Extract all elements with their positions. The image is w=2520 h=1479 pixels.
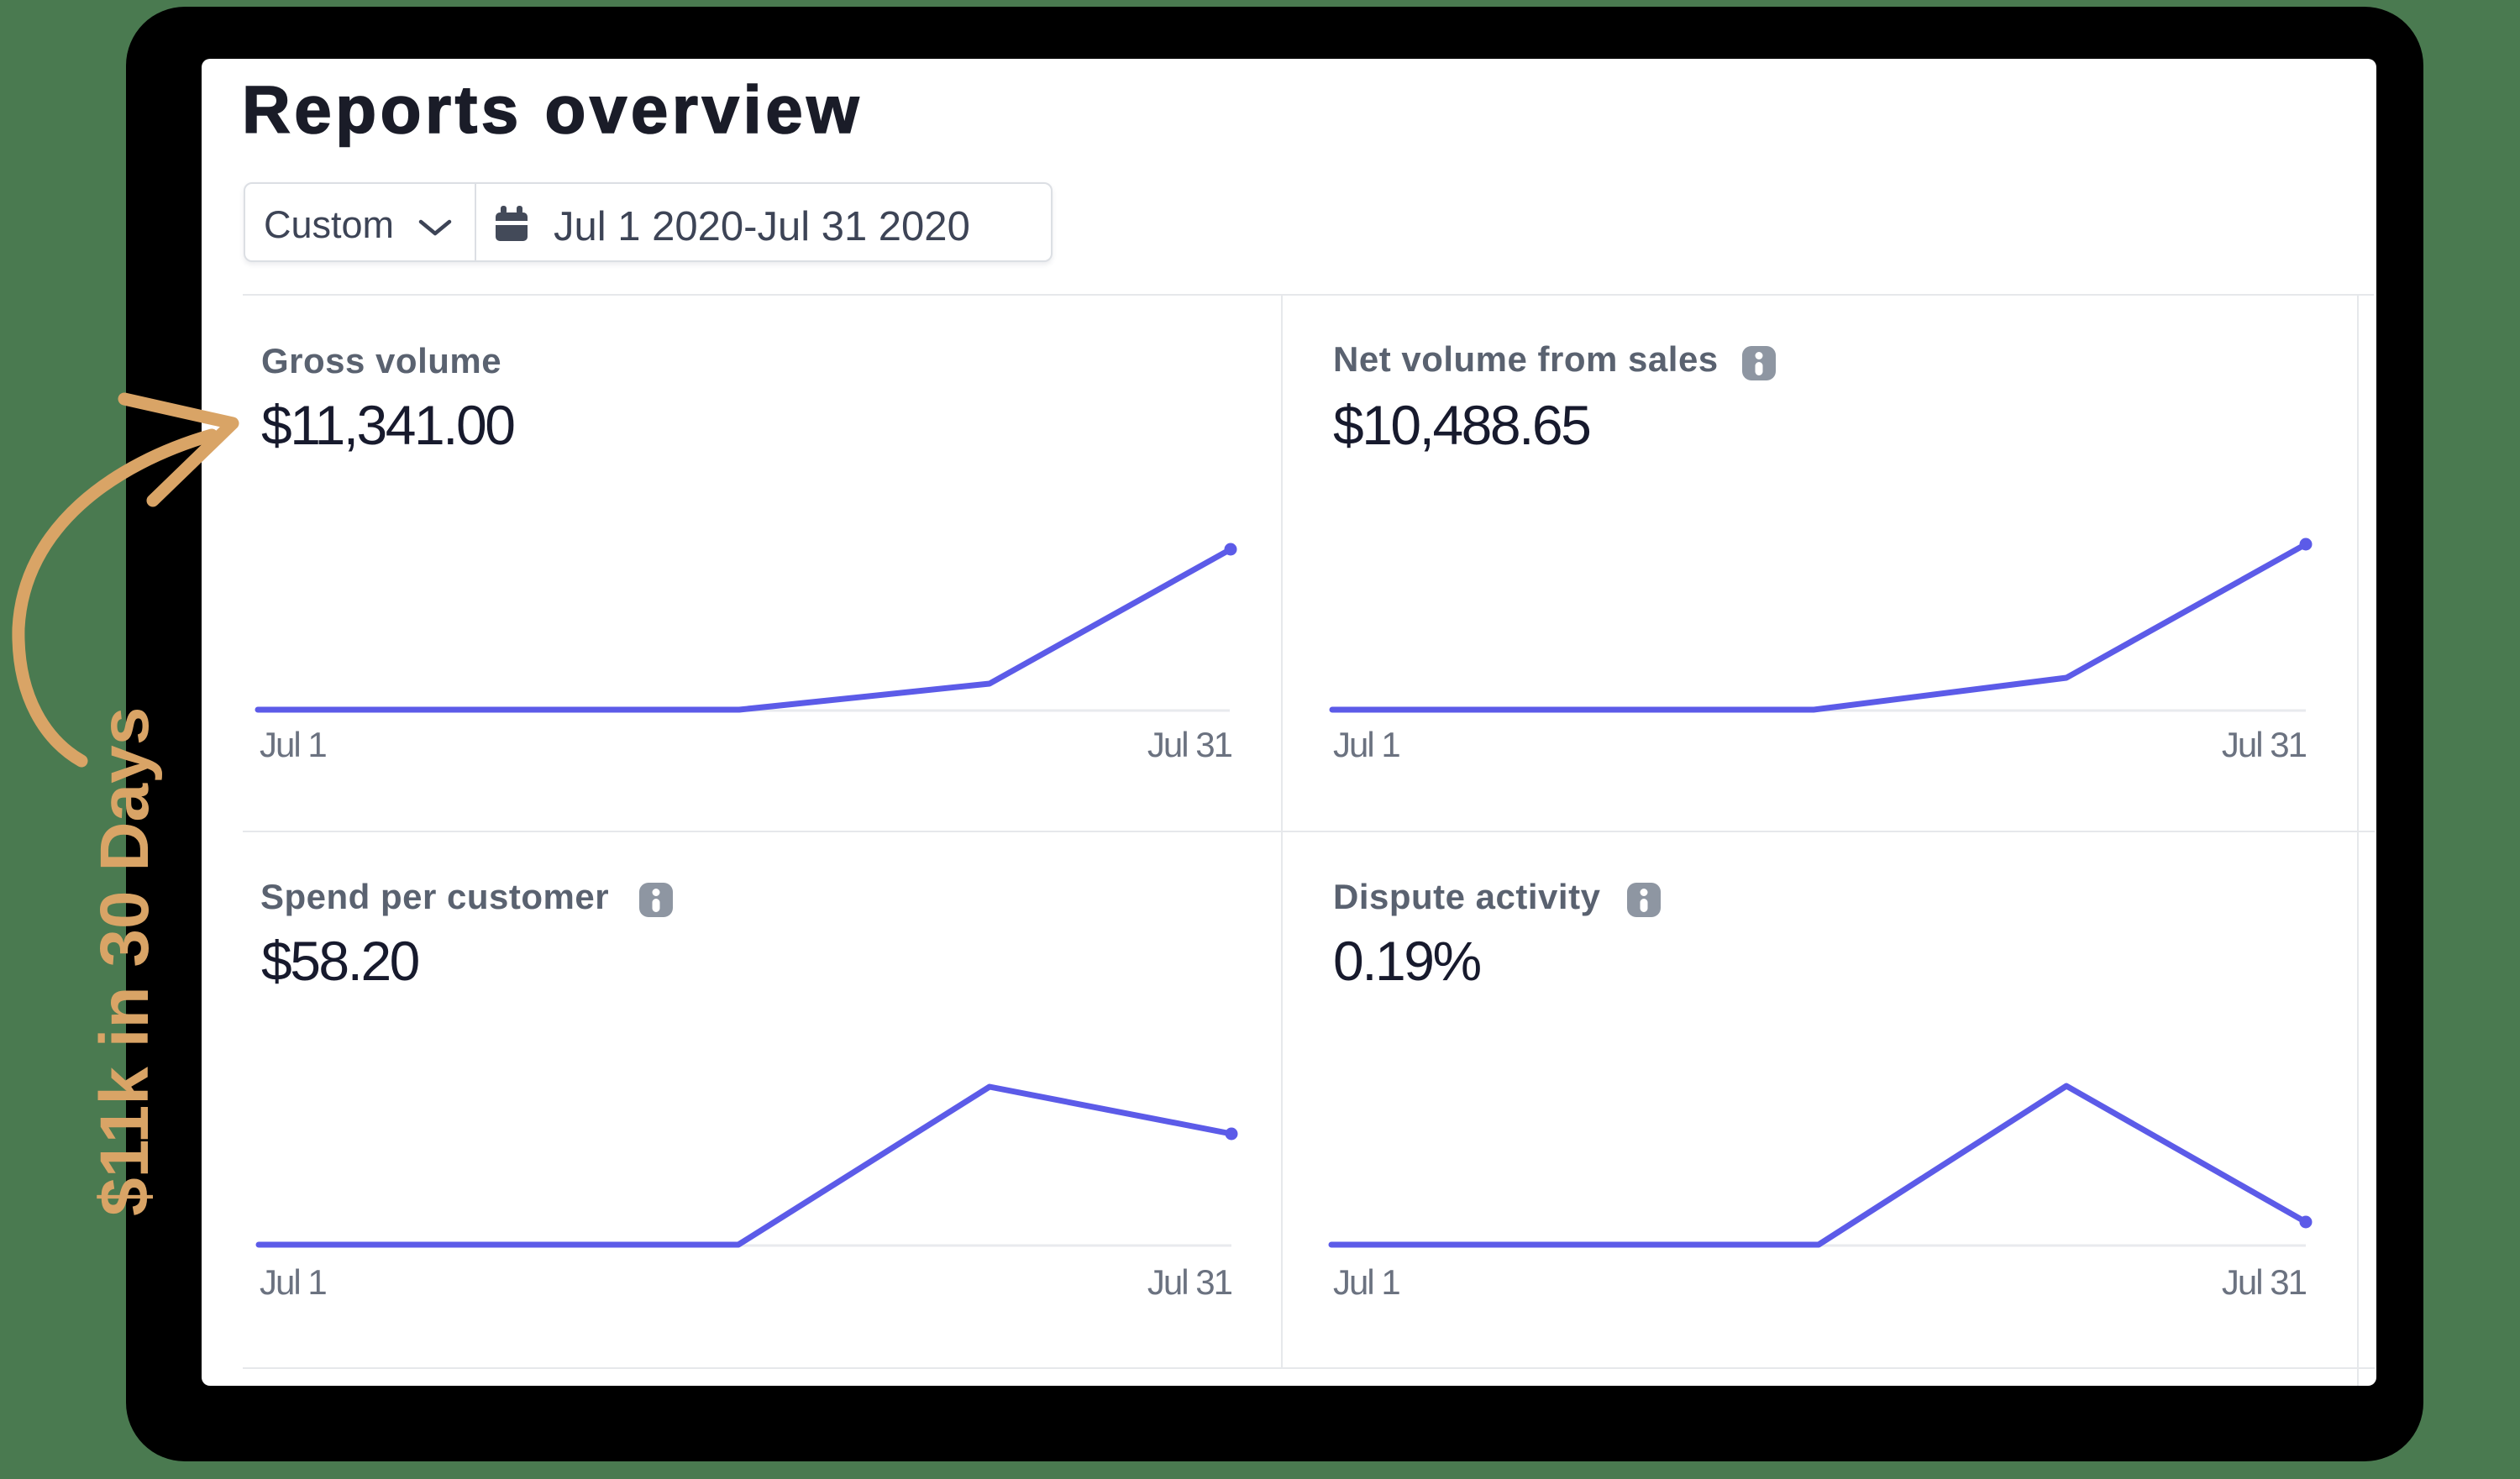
svg-text:$11k in 30 Days: $11k in 30 Days	[87, 707, 163, 1216]
